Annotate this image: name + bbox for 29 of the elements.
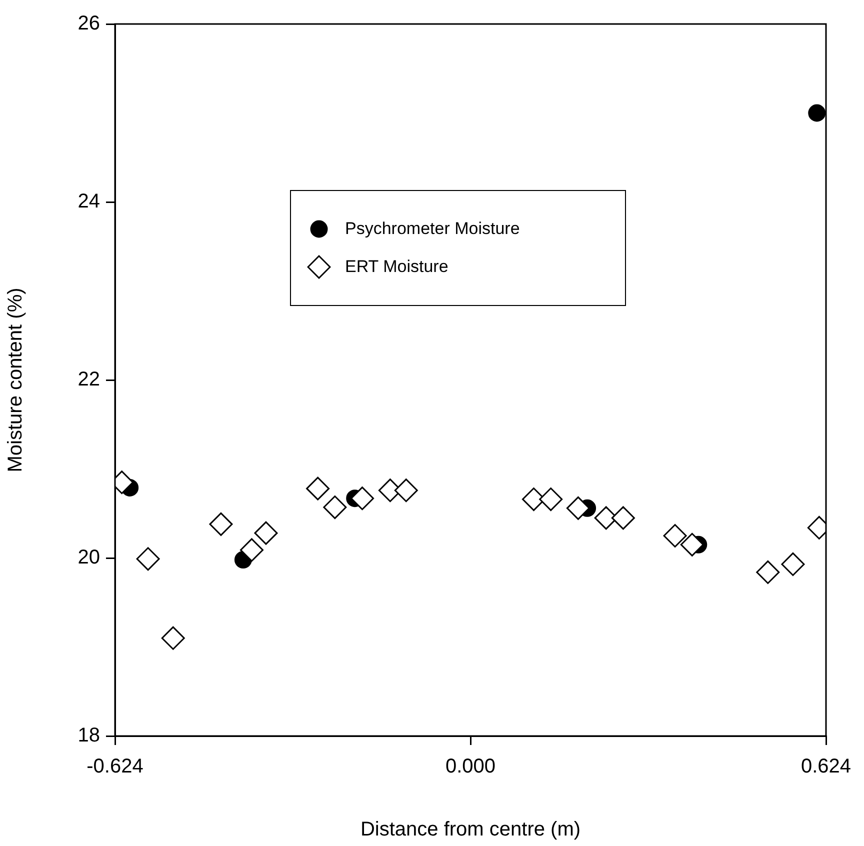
point [611,506,635,530]
legend-label: ERT Moisture [345,257,448,277]
y-tick-label: 24 [78,190,100,213]
y-tick-label: 18 [78,724,100,747]
x-tick-label: 0.000 [445,756,496,778]
x-axis-title: Distance from centre (m) [360,818,581,841]
legend-label: Psychrometer Moisture [345,219,520,239]
point [136,547,160,571]
point [781,552,805,576]
y-tick-label: 20 [78,546,100,569]
point [756,560,780,584]
point [566,496,590,520]
point [350,486,374,510]
point [680,532,704,556]
point [539,488,563,512]
y-axis-title: Moisture content (%) [4,288,27,472]
y-tick-label: 22 [78,368,100,391]
point [161,626,185,650]
point [306,476,330,500]
point [663,524,687,548]
x-tick-label: -0.624 [86,756,144,778]
point [254,521,278,545]
point [394,478,418,502]
y-tick-label: 26 [78,12,100,35]
point [808,104,826,122]
x-tick-label: 0.624 [800,756,852,778]
point [240,538,264,562]
point [323,496,347,520]
point [209,512,233,536]
